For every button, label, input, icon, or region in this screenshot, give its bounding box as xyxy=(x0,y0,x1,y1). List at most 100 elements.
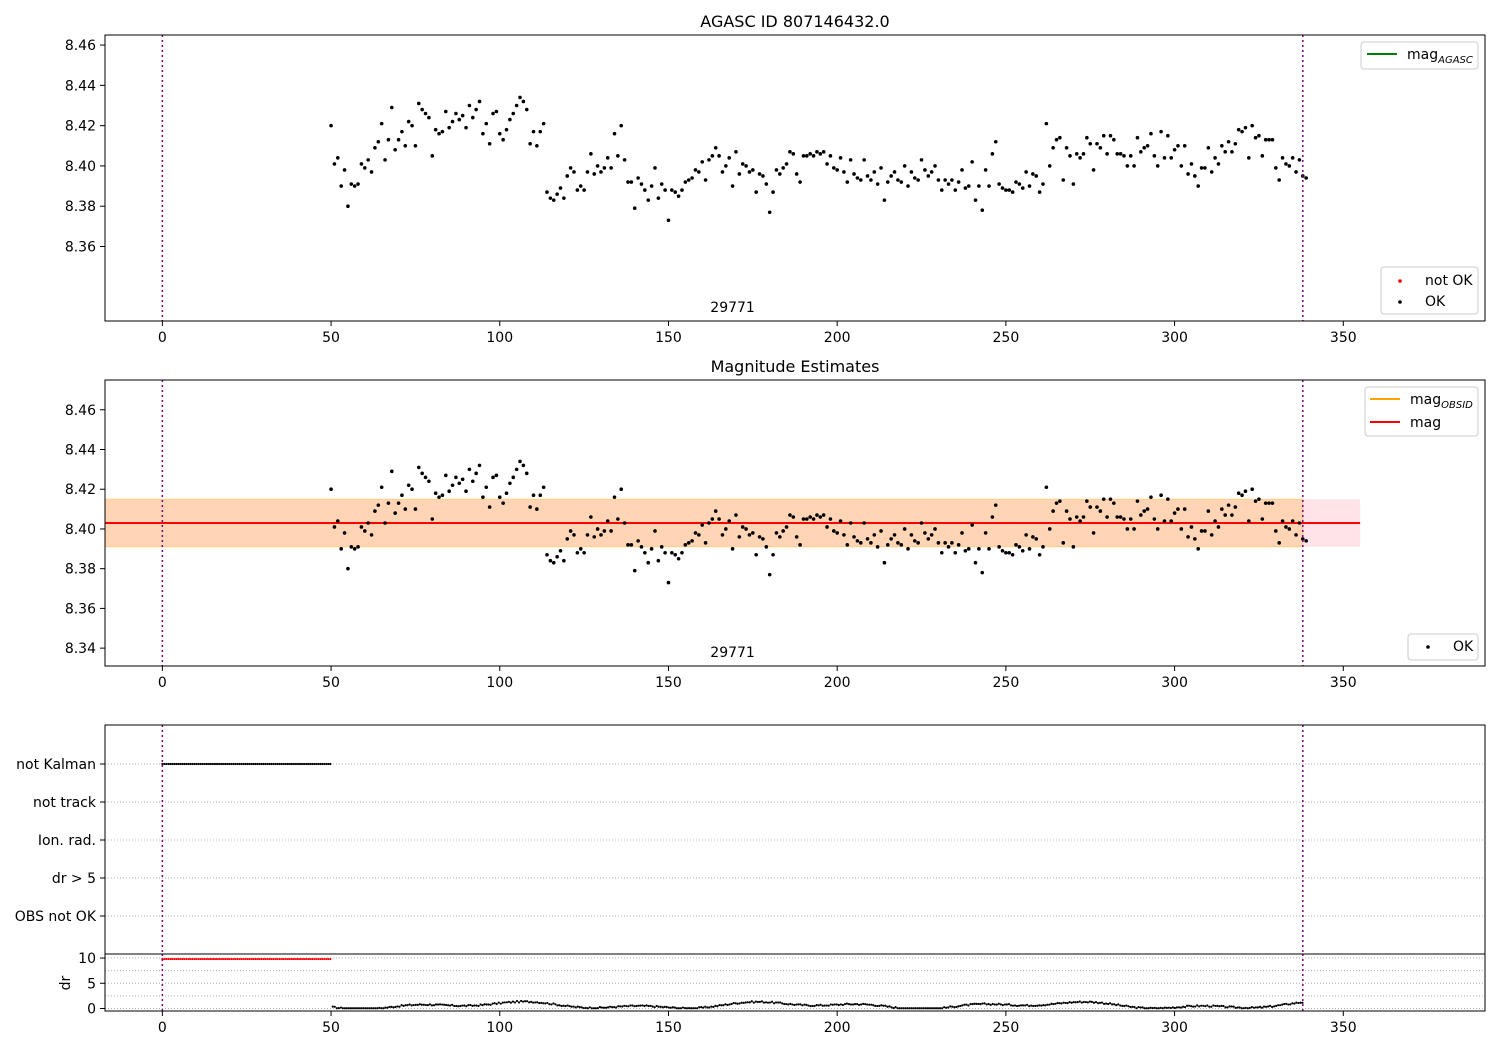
data-point xyxy=(491,111,495,116)
data-point xyxy=(1267,501,1271,505)
data-point xyxy=(366,158,370,162)
data-point xyxy=(855,539,860,543)
dr-point xyxy=(349,1007,353,1010)
data-point xyxy=(875,182,880,186)
data-point xyxy=(373,145,377,150)
data-point xyxy=(788,150,792,154)
dr-point xyxy=(1019,1004,1023,1007)
data-point xyxy=(1250,487,1254,492)
data-point xyxy=(524,471,529,476)
dr-point xyxy=(920,1007,923,1010)
dr-point xyxy=(475,1004,478,1007)
data-point xyxy=(751,531,755,535)
data-point xyxy=(1135,499,1140,503)
data-point xyxy=(1294,533,1298,537)
data-point xyxy=(1004,188,1008,192)
dr-point xyxy=(742,1001,745,1004)
dr-point xyxy=(801,1004,804,1007)
data-point xyxy=(1182,507,1187,511)
data-point xyxy=(879,166,883,170)
x-tick-label: 300 xyxy=(1161,330,1188,346)
data-point xyxy=(973,198,978,202)
dr-point xyxy=(979,1003,982,1006)
dr-point xyxy=(803,1003,806,1006)
data-point xyxy=(447,489,451,494)
dr-point xyxy=(1214,1004,1217,1008)
dr-point xyxy=(1084,1000,1087,1004)
data-point xyxy=(1199,166,1204,170)
dr-point xyxy=(536,1001,539,1004)
dr-point xyxy=(1038,1004,1041,1007)
dr-point xyxy=(712,1005,715,1009)
dr-point xyxy=(1256,1006,1260,1009)
data-point xyxy=(1122,517,1126,521)
data-point xyxy=(545,552,549,557)
dr-point xyxy=(1015,1004,1019,1008)
dr-point xyxy=(209,957,213,961)
dr-point xyxy=(1040,1004,1043,1007)
dr-point xyxy=(1107,1002,1110,1006)
data-point xyxy=(531,493,536,497)
data-point xyxy=(410,123,414,128)
dr-point xyxy=(955,1005,958,1009)
data-point xyxy=(744,164,748,168)
data-point xyxy=(531,129,536,134)
dr-point xyxy=(613,1006,616,1009)
data-point xyxy=(1108,133,1113,138)
dr-point xyxy=(874,1004,877,1007)
data-point xyxy=(666,218,671,223)
data-point xyxy=(555,192,559,196)
dr-point xyxy=(1281,1003,1284,1006)
data-point xyxy=(1037,190,1042,194)
dr-point xyxy=(378,1006,381,1009)
dr-point xyxy=(1137,1005,1140,1009)
dr-point xyxy=(965,1003,968,1006)
data-point xyxy=(1263,137,1268,142)
data-point xyxy=(1247,519,1251,523)
dr-point xyxy=(687,1006,691,1010)
flag-point xyxy=(230,762,233,766)
data-point xyxy=(1024,170,1028,174)
dr-point xyxy=(1044,1004,1047,1007)
data-point xyxy=(727,519,732,523)
not-kalman-points xyxy=(161,762,332,766)
dr-point xyxy=(1121,1004,1124,1007)
data-point xyxy=(491,475,495,480)
data-point xyxy=(842,170,846,174)
dr-point xyxy=(544,1002,547,1005)
dr-point xyxy=(449,1004,452,1007)
data-point xyxy=(1101,133,1106,138)
data-point xyxy=(1044,121,1049,126)
data-point xyxy=(970,523,974,527)
data-point xyxy=(612,495,617,499)
data-point xyxy=(632,568,637,573)
dr-point xyxy=(604,1006,608,1009)
dr-point xyxy=(1220,1004,1223,1007)
dr-point xyxy=(414,1003,417,1006)
dr-point xyxy=(1250,1005,1253,1009)
dr-point xyxy=(286,957,289,961)
dr-point xyxy=(762,1001,766,1004)
flag-label: OBS not OK xyxy=(15,909,97,925)
dr-point xyxy=(1194,1005,1197,1008)
dr-point xyxy=(777,1001,780,1004)
data-point xyxy=(983,531,988,535)
dr-point xyxy=(647,1004,650,1008)
x-tick-label: 0 xyxy=(158,675,167,691)
data-point xyxy=(1081,152,1086,156)
dr-point xyxy=(580,1006,583,1009)
data-point xyxy=(828,517,833,521)
dr-point xyxy=(898,1007,901,1010)
dr-point xyxy=(851,1003,855,1006)
dr-point xyxy=(408,1003,411,1006)
data-point xyxy=(683,180,688,184)
dr-point xyxy=(1230,1005,1233,1008)
dr-point xyxy=(300,957,304,961)
dr-point xyxy=(1218,1005,1221,1008)
flag-point xyxy=(315,762,318,766)
dr-point xyxy=(987,1002,990,1006)
data-point xyxy=(906,547,910,551)
flag-point xyxy=(278,762,281,766)
y-tick-label: 8.42 xyxy=(65,482,96,498)
data-point xyxy=(1010,552,1015,557)
